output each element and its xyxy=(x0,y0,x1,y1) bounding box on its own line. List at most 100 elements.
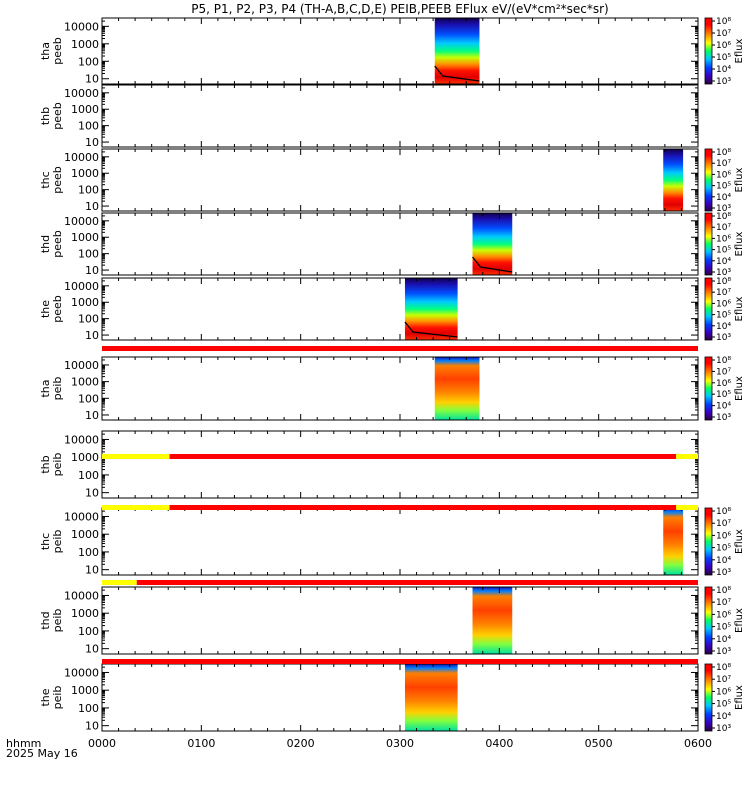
colorbar-tick-label: 10³ xyxy=(716,647,731,657)
panel-label-product: peib xyxy=(51,377,64,401)
mode-bar xyxy=(102,659,698,664)
y-tick-label: 100 xyxy=(78,120,99,133)
panel-label-product: peib xyxy=(51,530,64,554)
mode-bar xyxy=(102,346,698,351)
y-tick-label: 10 xyxy=(85,73,99,86)
panel-label-probe: thd xyxy=(39,611,52,629)
y-tick-label: 1000 xyxy=(71,451,99,464)
panel-label-product: peeb xyxy=(51,230,64,258)
spectrogram-block xyxy=(434,18,480,84)
colorbar-tick-label: 10⁷ xyxy=(716,288,731,298)
colorbar-tick-label: 10⁶ xyxy=(716,687,731,697)
colorbar-tick-label: 10⁷ xyxy=(716,223,731,233)
y-tick-label: 1000 xyxy=(71,103,99,116)
y-tick-label: 10000 xyxy=(64,87,99,100)
mode-bar-segment xyxy=(102,346,698,351)
y-tick-label: 100 xyxy=(78,702,99,715)
panel-frame xyxy=(101,277,699,341)
panel-label-probe: the xyxy=(39,688,52,706)
colorbar-tick-label: 10⁸ xyxy=(716,277,731,287)
colorbar xyxy=(704,356,713,421)
colorbar xyxy=(704,663,713,732)
y-tick-label: 10 xyxy=(85,564,99,577)
panel-label-product: peeb xyxy=(51,37,64,65)
panel-label-probe: thb xyxy=(39,107,52,125)
colorbar-tick-label: 10⁷ xyxy=(716,159,731,169)
colorbar-tick-label: 10⁶ xyxy=(716,379,731,389)
y-tick-label: 1000 xyxy=(71,38,99,51)
colorbar-tick-label: 10³ xyxy=(716,77,731,87)
y-tick-label: 10 xyxy=(85,264,99,277)
y-tick-label: 100 xyxy=(78,392,99,405)
panel-frame xyxy=(101,356,699,421)
colorbar-tick-label: 10³ xyxy=(716,268,731,278)
colorbar-tick-label: 10⁸ xyxy=(716,507,731,517)
time-axis: 0000 0100 0200 0300 0400 0500 0600 xyxy=(88,737,712,750)
colorbar-tick-label: 10⁴ xyxy=(716,322,731,332)
x-tick-label: 0400 xyxy=(485,737,513,750)
mode-bar-segment xyxy=(676,454,698,459)
colorbar-tick-label: 10⁸ xyxy=(716,17,731,27)
y-tick-label: 10000 xyxy=(64,280,99,293)
y-tick-label: 1000 xyxy=(71,231,99,244)
spectrogram-block xyxy=(404,278,458,340)
mode-bar xyxy=(102,505,698,510)
colorbar-tick-label: 10⁴ xyxy=(716,193,731,203)
colorbar-tick-label: 10⁵ xyxy=(716,700,731,710)
mode-bar-segment xyxy=(102,505,170,510)
colorbar-tick-label: 10⁷ xyxy=(716,598,731,608)
colorbar-tick-label: 10⁸ xyxy=(716,148,731,158)
mode-bar-segment xyxy=(102,580,137,585)
y-tick-label: 100 xyxy=(78,313,99,326)
colorbar xyxy=(704,586,713,655)
colorbar-tick-label: 10³ xyxy=(716,333,731,343)
spectrogram-block xyxy=(663,149,684,211)
y-tick-label: 10000 xyxy=(64,215,99,228)
y-tick-label: 10000 xyxy=(64,359,99,372)
panel-thb-peeb: 10 100 1000 10000 thb peeb xyxy=(39,84,699,149)
y-tick-label: 100 xyxy=(78,184,99,197)
colorbar-tick-label: 10³ xyxy=(716,568,731,578)
spectrogram-block xyxy=(404,664,458,731)
colorbar-tick-label: 10⁷ xyxy=(716,675,731,685)
y-tick-label: 10000 xyxy=(64,666,99,679)
y-tick-label: 1000 xyxy=(71,376,99,389)
panel-label-probe: thc xyxy=(39,171,52,188)
y-tick-label: 10000 xyxy=(64,589,99,602)
colorbar-tick-label: 10⁸ xyxy=(716,212,731,222)
y-tick-label: 10 xyxy=(85,200,99,213)
panel-label-product: peeb xyxy=(51,166,64,194)
spacecraft-potential-line xyxy=(404,321,458,338)
y-tick-label: 10000 xyxy=(64,510,99,523)
colorbar-tick-label: 10⁵ xyxy=(716,311,731,321)
time-format-label: hhmm xyxy=(6,737,41,750)
colorbar-tick-label: 10⁴ xyxy=(716,257,731,267)
panel-frame xyxy=(101,17,699,85)
colorbar-tick-label: 10⁶ xyxy=(716,234,731,244)
y-tick-label: 10000 xyxy=(64,433,99,446)
colorbar-tick-label: 10⁵ xyxy=(716,623,731,633)
colorbar-tick-label: 10⁶ xyxy=(716,41,731,51)
colorbar-tick-label: 10⁶ xyxy=(716,299,731,309)
x-tick-label: 0500 xyxy=(585,737,613,750)
y-tick-label: 1000 xyxy=(71,607,99,620)
colorbar-tick-label: 10⁵ xyxy=(716,390,731,400)
panel-label-product: peeb xyxy=(51,295,64,323)
colorbar-tick-label: 10⁴ xyxy=(716,712,731,722)
y-tick-label: 1000 xyxy=(71,167,99,180)
y-tick-label: 100 xyxy=(78,546,99,559)
y-tick-label: 1000 xyxy=(71,296,99,309)
colorbar-tick-label: 10⁴ xyxy=(716,635,731,645)
panel-label-probe: the xyxy=(39,300,52,318)
colorbar xyxy=(704,148,713,212)
colorbar-label: Eflux xyxy=(734,167,745,192)
panel-label-product: peib xyxy=(51,686,64,710)
colorbar-tick-label: 10⁶ xyxy=(716,170,731,180)
mode-bar xyxy=(102,580,698,585)
